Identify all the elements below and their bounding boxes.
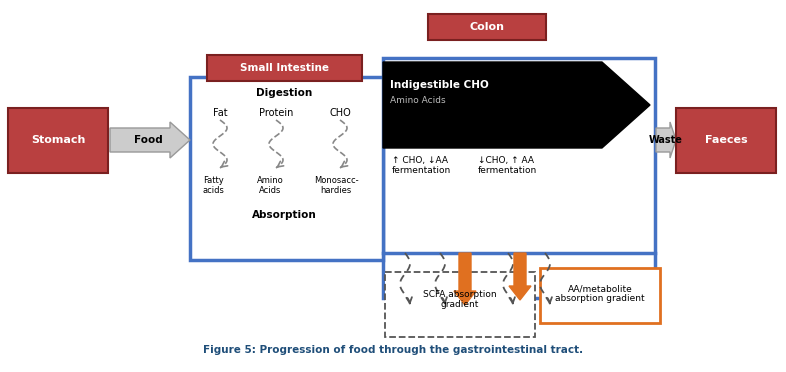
Text: Protein: Protein	[259, 108, 293, 118]
Text: Fatty
acids: Fatty acids	[202, 176, 224, 195]
Polygon shape	[509, 253, 531, 300]
Text: AA/metabolite
absorption gradient: AA/metabolite absorption gradient	[555, 284, 645, 304]
Text: ↑ CHO, ↓AA
fermentation: ↑ CHO, ↓AA fermentation	[392, 156, 451, 176]
Text: Digestion: Digestion	[256, 88, 312, 98]
Text: Indigestible CHO: Indigestible CHO	[390, 80, 489, 90]
Bar	[540, 268, 660, 323]
Polygon shape	[454, 253, 476, 305]
Polygon shape	[383, 62, 650, 148]
Text: Food: Food	[134, 135, 163, 145]
Bar	[385, 272, 535, 337]
Text: Amino
Acids: Amino Acids	[256, 176, 284, 195]
Text: Stomach: Stomach	[31, 135, 85, 145]
Polygon shape	[656, 122, 676, 158]
Text: CHO: CHO	[329, 108, 351, 118]
Bar	[190, 77, 383, 260]
Bar	[676, 108, 776, 173]
Text: Waste: Waste	[649, 135, 683, 145]
Bar	[428, 14, 546, 40]
Text: SCFA absorption
gradient: SCFA absorption gradient	[423, 290, 497, 310]
Text: Figure 5: Progression of food through the gastrointestinal tract.: Figure 5: Progression of food through th…	[203, 345, 583, 355]
Text: Monosacc-
hardies: Monosacc- hardies	[314, 176, 358, 195]
Text: Faeces: Faeces	[705, 135, 747, 145]
Text: Absorption: Absorption	[252, 210, 317, 220]
Bar	[383, 58, 655, 298]
Bar	[8, 108, 108, 173]
Text: Colon: Colon	[469, 22, 505, 32]
Text: Fat: Fat	[213, 108, 227, 118]
Bar	[207, 55, 362, 81]
Text: Small Intestine: Small Intestine	[240, 63, 329, 73]
Polygon shape	[110, 122, 190, 158]
Text: Amino Acids: Amino Acids	[390, 96, 446, 105]
Text: ↓CHO, ↑ AA
fermentation: ↓CHO, ↑ AA fermentation	[478, 156, 538, 176]
